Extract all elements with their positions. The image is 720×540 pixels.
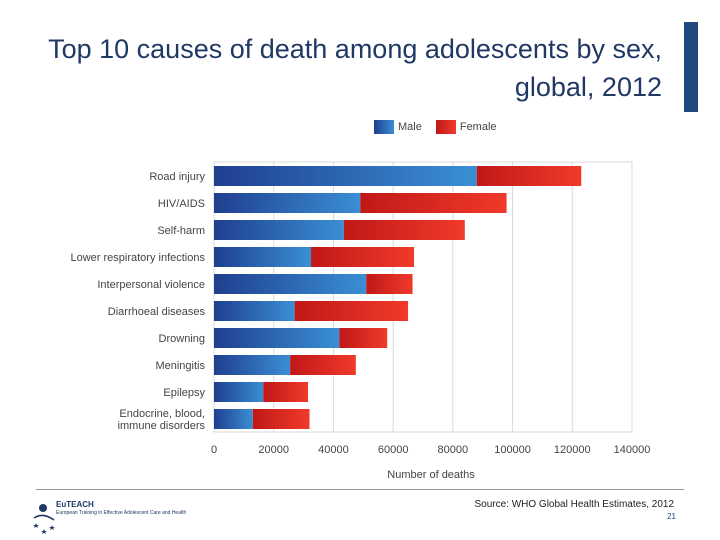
page-number: 21 xyxy=(667,512,676,521)
bar-male xyxy=(214,301,295,321)
bar-female xyxy=(294,301,409,321)
slide-title: Top 10 causes of death among adolescents… xyxy=(48,34,662,102)
bar-female xyxy=(339,328,388,348)
category-label: Drowning xyxy=(159,333,205,345)
bar-male xyxy=(214,328,340,348)
bar-male xyxy=(214,382,264,402)
bar-female xyxy=(360,193,507,213)
category-label: Self-harm xyxy=(157,225,205,237)
bar-male xyxy=(214,193,361,213)
accent-bar xyxy=(684,22,698,112)
logo-tagline: European Training in Effective Adolescen… xyxy=(56,510,187,516)
bar-female xyxy=(290,355,356,375)
x-tick-label: 100000 xyxy=(494,444,531,456)
category-label: Road injury xyxy=(149,171,205,183)
category-label: Interpersonal violence xyxy=(97,279,205,291)
chart-legend: Male Female xyxy=(374,120,511,136)
bar-male xyxy=(214,409,253,429)
category-label: Epilepsy xyxy=(163,387,205,399)
bar-male xyxy=(214,166,477,186)
source-note: Source: WHO Global Health Estimates, 201… xyxy=(474,499,674,510)
legend-swatch-female xyxy=(435,120,456,134)
bar-male xyxy=(214,247,312,267)
category-label: Diarrhoeal diseases xyxy=(108,306,206,318)
x-tick-label: 140000 xyxy=(614,444,651,456)
bar-female xyxy=(343,220,465,240)
legend-swatch-male xyxy=(374,120,394,134)
legend-label-male: Male xyxy=(398,121,422,133)
category-label: Meningitis xyxy=(155,360,205,372)
category-label: Endocrine, blood, immune disorders xyxy=(118,408,206,432)
logo-brand: EuTEACH xyxy=(56,500,94,509)
bar-female xyxy=(366,274,413,294)
bar-female xyxy=(252,409,310,429)
x-tick-label: 20000 xyxy=(258,444,289,456)
category-label: HIV/AIDS xyxy=(158,198,205,210)
eutech-logo: EuTEACH European Training in Effective A… xyxy=(30,496,190,540)
bar-chart: Road injury HIV/AIDS Self-harm Lower respir… xyxy=(70,161,651,481)
x-tick-label: 80000 xyxy=(438,444,469,456)
x-tick-label: 40000 xyxy=(318,444,349,456)
footer-divider xyxy=(36,489,684,490)
x-axis-label: Number of deaths xyxy=(387,469,475,481)
category-label: Lower respiratory infections xyxy=(70,252,205,264)
legend-label-female: Female xyxy=(459,121,497,133)
x-tick-label: 0 xyxy=(211,444,217,456)
stars-logo-icon xyxy=(33,504,55,534)
x-tick-label: 60000 xyxy=(378,444,409,456)
bar-male xyxy=(214,220,344,240)
bar-female xyxy=(263,382,309,402)
x-tick-label: 120000 xyxy=(554,444,591,456)
bar-male xyxy=(214,274,367,294)
bar-male xyxy=(214,355,291,375)
bar-female xyxy=(311,247,415,267)
bar-female xyxy=(476,166,582,186)
